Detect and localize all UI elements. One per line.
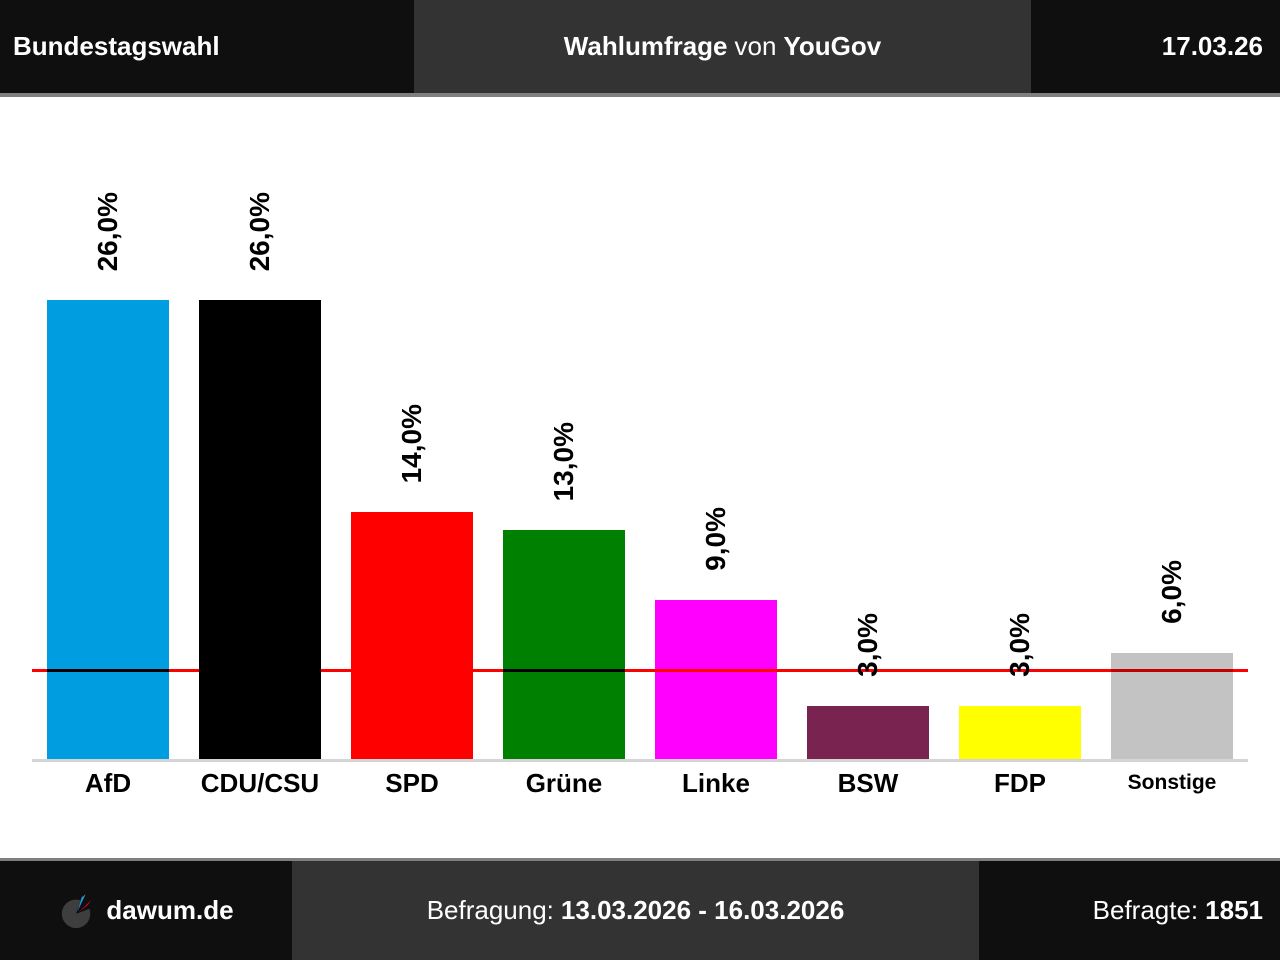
bar-value-label-wrap: 6,0% (1096, 560, 1248, 628)
bar-grüne (503, 530, 625, 759)
brand-name: dawum.de (106, 895, 234, 925)
poll-connector-label: von (734, 31, 777, 61)
header-date-section: 17.03.26 (1031, 0, 1280, 93)
survey-period: 13.03.2026 - 16.03.2026 (560, 895, 845, 925)
bar-value-label: 26,0% (244, 191, 275, 271)
header-title-section: Wahlumfrage von YouGov (414, 0, 1031, 93)
footer-brand-section: dawum.de (0, 861, 292, 960)
bar-cdu-csu (199, 300, 321, 759)
election-title: Bundestagswahl (13, 31, 220, 61)
bar-value-label: 13,0% (548, 421, 579, 501)
category-label-bsw: BSW (837, 768, 899, 798)
dawum-logo-icon (62, 893, 92, 928)
bar-value-label: 3,0% (852, 613, 883, 677)
bar-spd (351, 512, 473, 759)
header-election-section: Bundestagswahl (0, 0, 414, 93)
bar-value-label: 3,0% (1004, 613, 1035, 677)
bar-value-label: 14,0% (396, 403, 427, 483)
pollster-name: YouGov (783, 31, 882, 61)
bar-bsw (807, 706, 929, 759)
footer-respondents-section: Befragte: 1851 (979, 861, 1280, 960)
five-percent-threshold-line (32, 669, 1248, 672)
bar-value-label-wrap: 26,0% (184, 192, 336, 275)
category-label-fdp: FDP (994, 768, 1046, 798)
bar-fdp (959, 706, 1081, 759)
category-label-spd: SPD (385, 768, 439, 798)
category-label-grüne: Grüne (525, 768, 603, 798)
header-bar: Bundestagswahl Wahlumfrage von YouGov 17… (0, 0, 1280, 97)
respondents-count: 1851 (1205, 895, 1263, 925)
bar-value-label-wrap: 26,0% (32, 192, 184, 275)
respondents-label: Befragte: (1092, 895, 1199, 925)
category-label-afd: AfD (84, 768, 132, 798)
category-label-linke: Linke (682, 768, 750, 798)
footer-bar: dawum.de Befragung: 13.03.2026 - 16.03.2… (0, 858, 1280, 960)
bar-value-label: 26,0% (92, 191, 123, 271)
poll-type-label: Wahlumfrage (563, 31, 728, 61)
bar-value-label-wrap: 14,0% (336, 404, 488, 487)
category-label-cdu-csu: CDU/CSU (200, 768, 320, 798)
bar-afd (47, 300, 169, 759)
bar-linke (655, 600, 777, 759)
x-axis-line (32, 759, 1248, 762)
publication-date: 17.03.26 (1161, 31, 1263, 61)
survey-label: Befragung: (426, 895, 554, 925)
bar-value-label: 9,0% (700, 507, 731, 571)
category-label-sonstige: Sonstige (1127, 771, 1217, 794)
footer-survey-section: Befragung: 13.03.2026 - 16.03.2026 (292, 861, 979, 960)
bar-value-label-wrap: 9,0% (640, 507, 792, 575)
bar-value-label: 6,0% (1156, 560, 1187, 624)
bar-value-label-wrap: 13,0% (488, 422, 640, 505)
